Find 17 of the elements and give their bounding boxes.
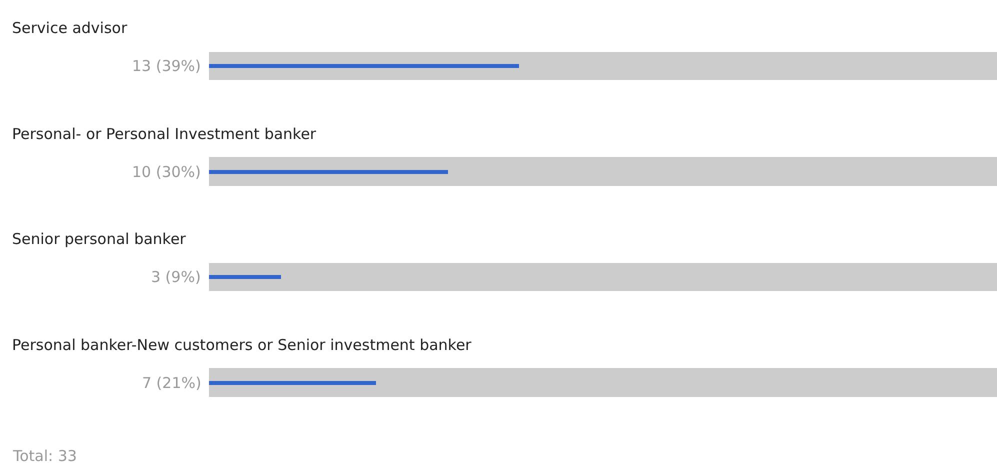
y-tick-label: Senior personal banker [12, 230, 187, 248]
data-label: 10 (30%) [132, 163, 201, 181]
y-tick-label: Personal- or Personal Investment banker [12, 125, 317, 143]
bar [209, 381, 376, 385]
bar [209, 263, 997, 291]
text: Total: 33 [12, 447, 77, 463]
bar [209, 64, 519, 68]
data-label: 13 (39%) [132, 57, 201, 75]
data-label: 3 (9%) [151, 268, 201, 286]
bar [209, 275, 281, 279]
data-label: 7 (21%) [142, 374, 202, 392]
bar [209, 170, 448, 174]
bar [209, 368, 997, 397]
y-tick-label: Service advisor [12, 19, 128, 37]
bar [209, 52, 997, 80]
y-tick-label: Personal banker-New customers or Senior investment banker [12, 336, 472, 354]
bar [209, 157, 997, 186]
